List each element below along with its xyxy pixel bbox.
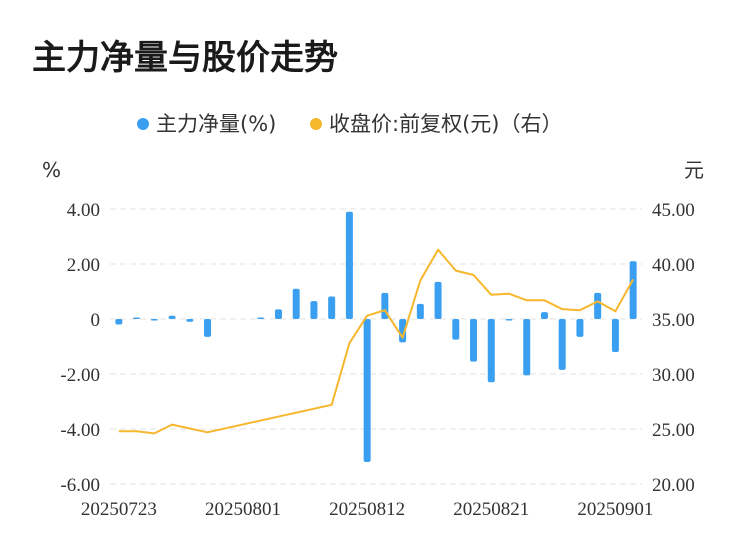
bar (576, 319, 584, 337)
x-tick-label: 20250801 (205, 499, 281, 520)
bar (487, 319, 495, 383)
x-axis: 20250723 20250801 20250812 20250821 20250901 (81, 499, 654, 520)
line-series (118, 248, 635, 435)
price-line (118, 248, 635, 435)
bar (629, 261, 637, 319)
bar (133, 317, 141, 319)
bar (434, 281, 442, 319)
right-tick-label: 25.00 (652, 420, 695, 441)
left-tick-label: -2.00 (60, 365, 100, 386)
bar (115, 319, 123, 325)
bar (345, 211, 353, 319)
gridlines (110, 208, 642, 485)
bar (594, 292, 602, 319)
legend-marker-line (310, 118, 322, 130)
bar (505, 319, 513, 321)
legend-label-line: 收盘价:前复权(元)（右） (329, 112, 562, 136)
bar (470, 319, 478, 362)
bar (452, 319, 460, 340)
bar (150, 319, 158, 321)
right-tick-label: 35.00 (652, 310, 695, 331)
x-tick-label: 20250812 (329, 499, 405, 520)
legend: 主力净量(%) 收盘价:前复权(元)（右） (137, 112, 562, 136)
bar (523, 319, 531, 376)
bar (416, 303, 424, 319)
right-tick-label: 45.00 (652, 200, 695, 221)
left-axis: 4.00 2.00 0 -2.00 -4.00 -6.00% (42, 158, 100, 496)
right-axis: 45.00 40.00 35.00 30.00 25.00 20.00 元 (652, 158, 704, 496)
right-tick-label: 20.00 (652, 475, 695, 496)
bar (558, 319, 566, 370)
bar (204, 319, 212, 337)
right-tick-label: 40.00 (652, 255, 695, 276)
left-axis-unit: % (42, 158, 61, 182)
bar (257, 317, 265, 319)
left-tick-label: -6.00 (60, 475, 100, 496)
bar (540, 312, 548, 319)
bar (168, 315, 176, 319)
bar (186, 319, 194, 322)
left-tick-label: -4.00 (60, 420, 100, 441)
bar (363, 319, 371, 462)
legend-label-bar: 主力净量(%) (156, 112, 276, 136)
x-tick-label: 20250723 (81, 499, 157, 520)
bar (328, 296, 336, 319)
left-tick-label: 0 (91, 310, 101, 331)
left-tick-label: 2.00 (67, 255, 100, 276)
bar-series (115, 211, 637, 462)
bar (292, 288, 300, 319)
x-tick-label: 20250821 (453, 499, 529, 520)
legend-marker-bar (137, 118, 149, 130)
left-tick-label: 4.00 (67, 200, 100, 221)
bar (611, 319, 619, 352)
right-axis-unit: 元 (684, 158, 704, 182)
bar (274, 309, 282, 319)
x-tick-label: 20250901 (577, 499, 653, 520)
bar (310, 301, 318, 319)
chart-title: 主力净量与股价走势 (32, 38, 338, 78)
right-tick-label: 30.00 (652, 365, 695, 386)
